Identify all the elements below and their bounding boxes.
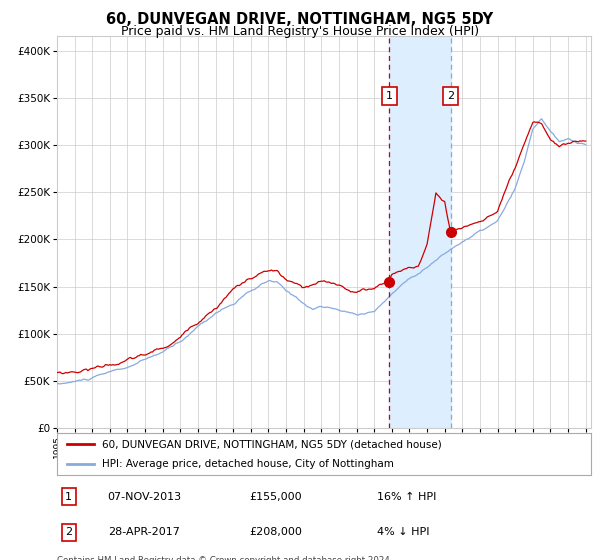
Text: £208,000: £208,000 [249,527,302,537]
Text: 1: 1 [65,492,72,502]
Text: 28-APR-2017: 28-APR-2017 [108,527,179,537]
Text: 60, DUNVEGAN DRIVE, NOTTINGHAM, NG5 5DY (detached house): 60, DUNVEGAN DRIVE, NOTTINGHAM, NG5 5DY … [103,439,442,449]
Text: HPI: Average price, detached house, City of Nottingham: HPI: Average price, detached house, City… [103,459,394,469]
Text: £155,000: £155,000 [249,492,302,502]
Text: 60, DUNVEGAN DRIVE, NOTTINGHAM, NG5 5DY: 60, DUNVEGAN DRIVE, NOTTINGHAM, NG5 5DY [106,12,494,27]
Text: Price paid vs. HM Land Registry's House Price Index (HPI): Price paid vs. HM Land Registry's House … [121,25,479,38]
Text: 16% ↑ HPI: 16% ↑ HPI [377,492,437,502]
Text: 2: 2 [65,527,73,537]
Text: 4% ↓ HPI: 4% ↓ HPI [377,527,430,537]
Bar [389,36,451,428]
Text: Contains HM Land Registry data © Crown copyright and database right 2024.
This d: Contains HM Land Registry data © Crown c… [57,556,392,560]
Text: 2: 2 [447,91,454,101]
Text: 07-NOV-2013: 07-NOV-2013 [108,492,182,502]
Text: 1: 1 [386,91,393,101]
